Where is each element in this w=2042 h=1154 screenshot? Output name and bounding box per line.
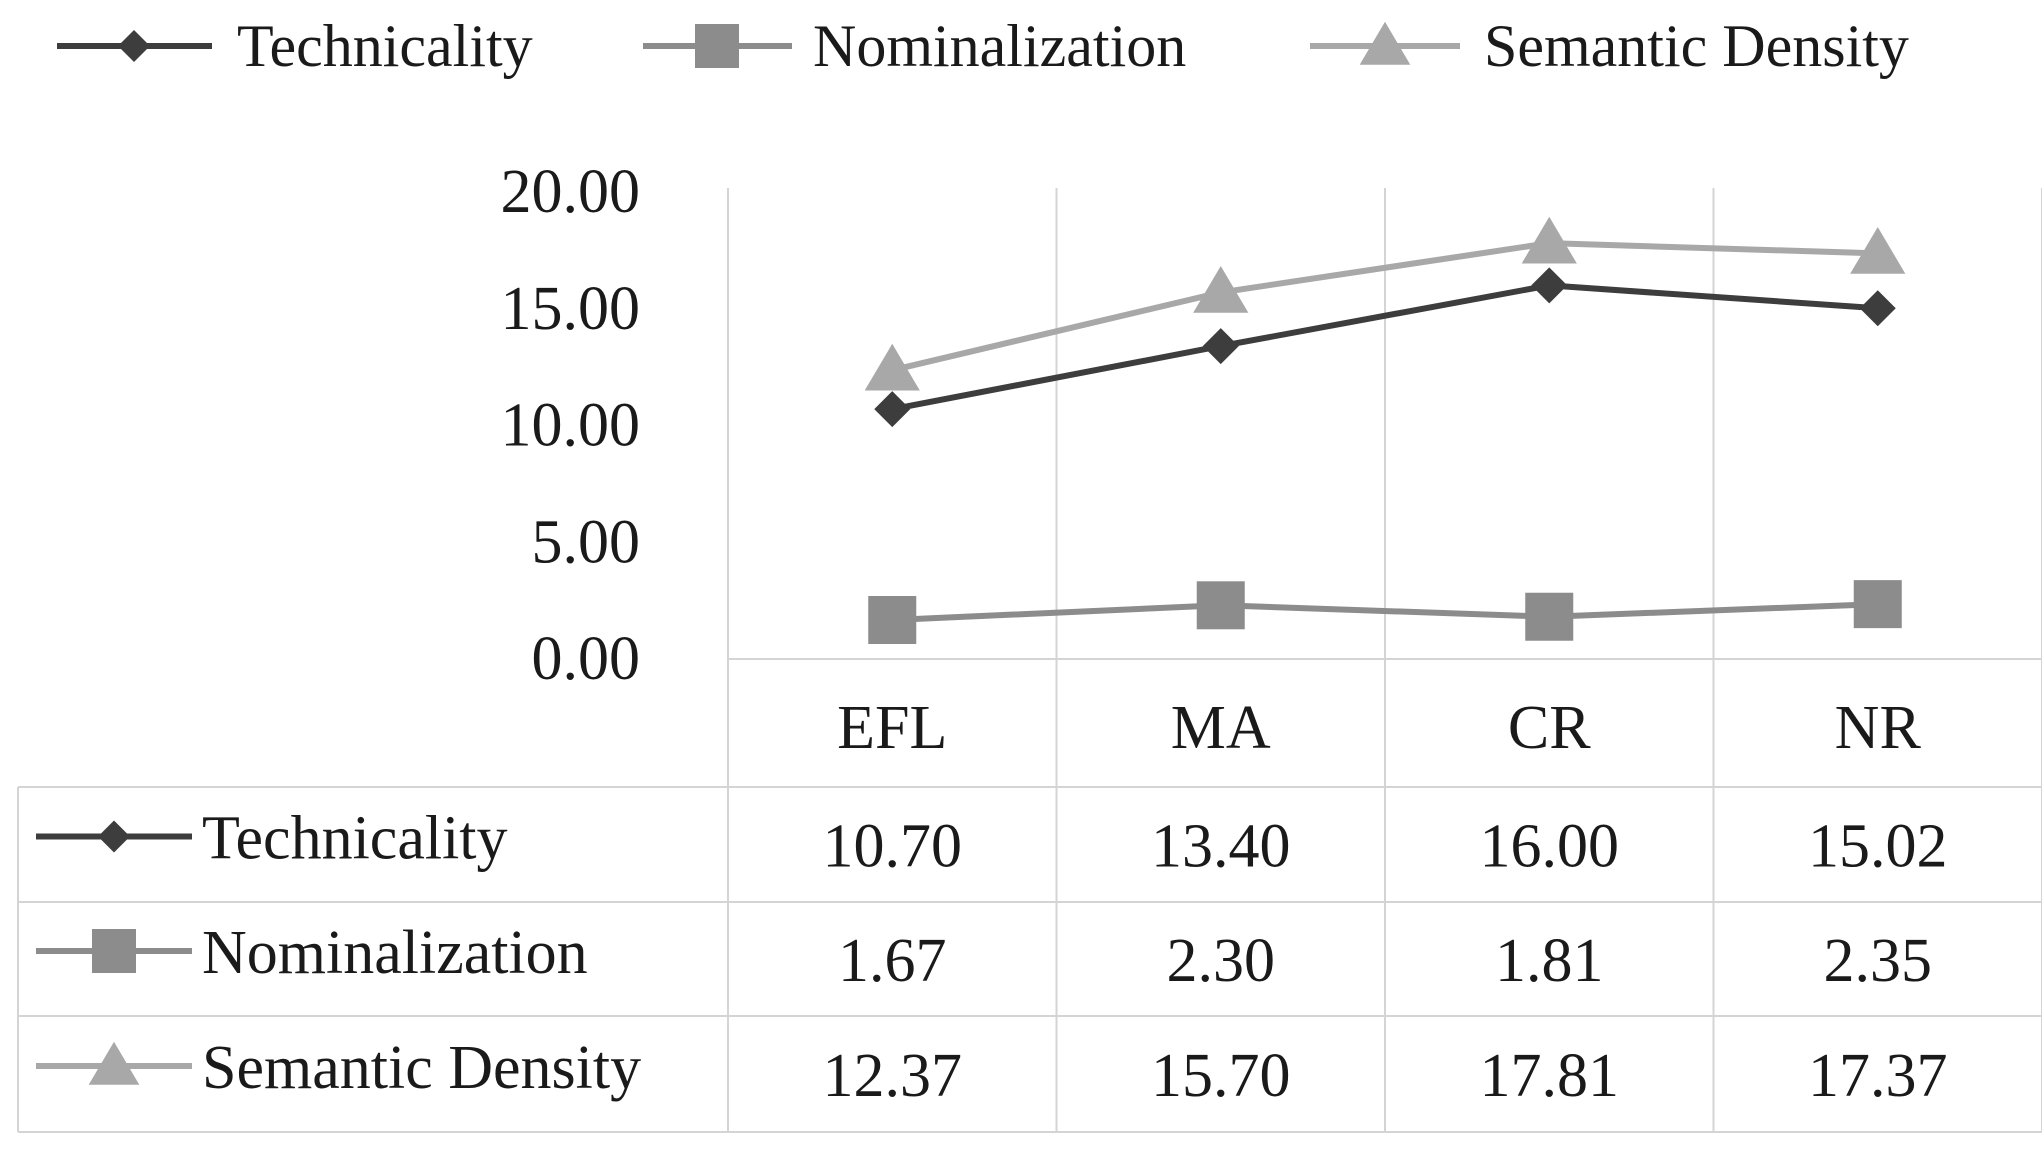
table-series-name: Semantic Density: [202, 1034, 641, 1102]
legend-marker-square: [695, 24, 739, 68]
data-point: [1525, 592, 1574, 641]
data-point: [868, 596, 917, 645]
table-legend-marker: [98, 820, 130, 853]
table-legend-marker: [88, 1041, 140, 1085]
y-tick-label: 10.00: [501, 392, 641, 460]
table-legend-marker: [92, 929, 136, 973]
legend-marker-triangle: [1359, 21, 1411, 65]
y-tick-label: 0.00: [532, 625, 641, 693]
x-axis: EFL MA CR NR: [837, 694, 1921, 762]
y-axis: 0.00 5.00 10.00 15.00 20.00: [501, 158, 641, 693]
legend-label: Technicality: [237, 13, 533, 79]
data-table: Technicality 10.70 13.40 16.00 15.02 Nominali…: [17, 786, 2042, 1133]
data-point: [864, 343, 920, 391]
table-cell-value: 1.67: [838, 927, 947, 995]
x-tick-label: MA: [1171, 694, 1271, 762]
table-cell-value: 12.37: [823, 1042, 963, 1110]
table-series-name: Nominalization: [202, 919, 588, 987]
data-point: [1850, 227, 1906, 274]
table-cell-value: 1.81: [1495, 927, 1604, 995]
table-cell-value: 17.37: [1808, 1042, 1948, 1110]
table-cell-value: 2.30: [1167, 927, 1276, 995]
legend: Technicality Nominalization Semantic Densi…: [57, 13, 1909, 79]
series-line-nominalization: [892, 601, 1878, 624]
x-tick-label: CR: [1508, 694, 1591, 762]
table-series-name: Technicality: [202, 805, 508, 873]
table-cell-value: 15.02: [1808, 813, 1948, 881]
table-cell-value: 13.40: [1151, 813, 1291, 881]
data-point: [1202, 328, 1239, 365]
data-point: [874, 391, 911, 428]
y-tick-label: 20.00: [501, 158, 641, 226]
table-cell-value: 10.70: [823, 813, 963, 881]
series-line-technicality: [891, 282, 1878, 413]
data-point: [1531, 267, 1568, 304]
legend-label: Semantic Density: [1484, 13, 1909, 79]
series-line-semantic-density: [891, 240, 1878, 374]
data-point: [1859, 290, 1896, 327]
table-cell-value: 15.70: [1151, 1042, 1291, 1110]
data-point: [1193, 266, 1249, 313]
gridlines: [727, 188, 2042, 1132]
x-tick-label: EFL: [837, 694, 947, 762]
table-cell-value: 16.00: [1480, 813, 1620, 881]
legend-marker-diamond: [118, 30, 150, 62]
series-layer: [864, 216, 1906, 645]
table-cell-value: 2.35: [1824, 927, 1933, 995]
data-point: [1521, 216, 1577, 264]
y-tick-label: 5.00: [532, 508, 641, 576]
data-point: [1196, 581, 1245, 630]
table-cell-value: 17.81: [1480, 1042, 1620, 1110]
x-tick-label: NR: [1835, 694, 1922, 762]
y-tick-label: 15.00: [501, 275, 641, 343]
legend-label: Nominalization: [813, 13, 1186, 79]
data-point: [1853, 580, 1902, 629]
